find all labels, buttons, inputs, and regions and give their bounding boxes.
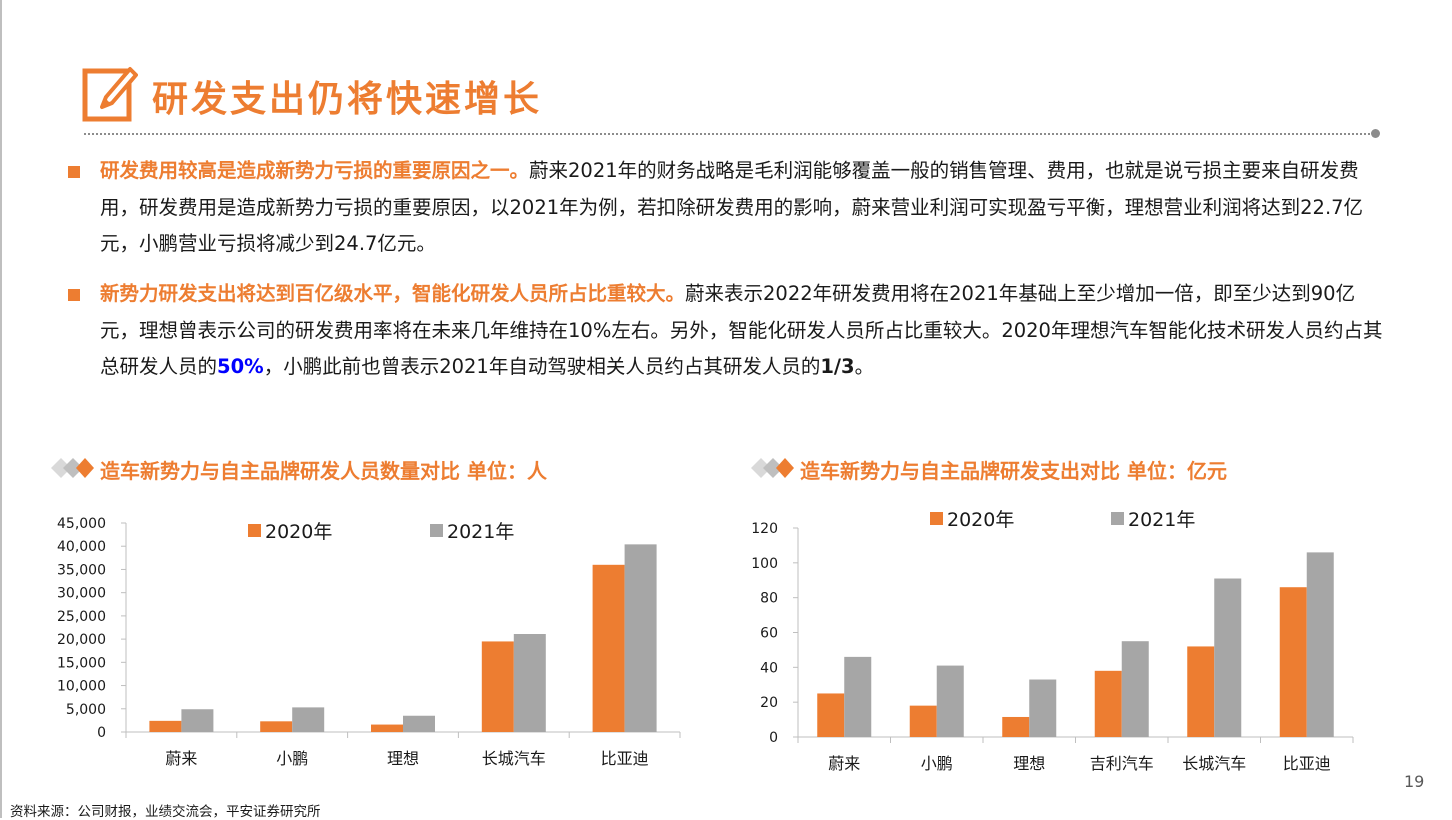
bar <box>817 693 845 737</box>
x-category-label: 蔚来 <box>828 754 860 773</box>
bar <box>292 707 325 732</box>
bar <box>260 721 293 732</box>
bullet-marker-1 <box>68 166 80 178</box>
bar <box>1214 578 1242 737</box>
bar <box>181 709 214 732</box>
y-tick-label: 15,000 <box>57 655 106 671</box>
x-category-label: 比亚迪 <box>601 749 649 768</box>
y-tick-label: 0 <box>769 730 778 746</box>
bullet-2-body-c: 。 <box>854 355 875 378</box>
left-edge-rule <box>0 0 2 818</box>
x-category-label: 长城汽车 <box>1182 754 1246 773</box>
x-category-label: 小鹏 <box>921 754 953 773</box>
y-tick-label: 60 <box>760 626 778 642</box>
y-tick-label: 10,000 <box>57 679 106 695</box>
legend-swatch <box>1111 512 1124 525</box>
chart-2-title-diamond-icon <box>751 458 794 478</box>
source-note: 资料来源：公司财报，业绩交流会，平安证券研究所 <box>10 804 321 820</box>
x-category-label: 理想 <box>1013 754 1045 773</box>
bullet-paragraph-1: 研发费用较高是造成新势力亏损的重要原因之一。蔚来2021年的财务战略是毛利润能够… <box>100 153 1390 263</box>
legend-swatch <box>430 524 443 537</box>
y-tick-label: 45,000 <box>57 516 106 532</box>
legend-label: 2021年 <box>447 521 514 543</box>
bar <box>1002 716 1030 737</box>
bar <box>403 715 435 732</box>
x-category-label: 蔚来 <box>165 749 197 768</box>
x-category-label: 长城汽车 <box>482 749 546 768</box>
bullet-marker-2 <box>68 289 80 301</box>
bar <box>1094 670 1122 737</box>
bar <box>1029 679 1057 737</box>
bullet-1-lead: 研发费用较高是造成新势力亏损的重要原因之一。 <box>100 159 530 182</box>
y-tick-label: 30,000 <box>57 586 106 602</box>
y-tick-label: 20,000 <box>57 632 106 648</box>
bullet-2-highlight: 50% <box>217 355 264 378</box>
title-divider <box>84 133 1374 135</box>
legend-swatch <box>248 524 261 537</box>
chart-1-title: 造车新势力与自主品牌研发人员数量对比 单位：人 <box>100 459 547 483</box>
x-category-label: 小鹏 <box>276 749 308 768</box>
bar <box>513 634 546 732</box>
rd-staff-bar-chart: 0 5,000 10,000 15,000 20,000 25,000 30,000 35,0… <box>57 516 681 768</box>
legend-swatch <box>930 512 943 525</box>
bar <box>1121 641 1149 737</box>
chart-2-title: 造车新势力与自主品牌研发支出对比 单位：亿元 <box>800 459 1227 483</box>
bar <box>371 724 403 732</box>
legend-label: 2020年 <box>265 521 332 543</box>
bar <box>844 656 872 737</box>
x-category-label: 比亚迪 <box>1283 754 1331 773</box>
bullet-2-lead: 新势力研发支出将达到百亿级水平，智能化研发人员所占比重较大。 <box>100 282 686 305</box>
bullet-2-body-b: ，小鹏此前也曾表示2021年自动驾驶相关人员约占其研发人员的 <box>263 355 821 378</box>
page-number: 19 <box>1404 772 1425 791</box>
y-tick-label: 0 <box>97 725 106 741</box>
rd-spending-bar-chart: 0 20 40 60 80 100 120 蔚来 小鹏 理想 吉利汽车 长城汽车 比亚迪 2020年 202… <box>751 509 1354 773</box>
edit-pencil-icon <box>82 67 138 122</box>
legend-label: 2021年 <box>1128 509 1195 531</box>
divider-end-dot <box>1371 129 1380 138</box>
y-tick-label: 40,000 <box>57 539 106 555</box>
bar <box>592 564 625 732</box>
y-tick-label: 80 <box>760 591 778 607</box>
bar <box>1306 552 1334 737</box>
y-tick-label: 120 <box>751 521 778 537</box>
bar <box>936 665 964 737</box>
bar <box>909 705 937 737</box>
y-tick-label: 100 <box>751 556 778 572</box>
y-tick-label: 40 <box>760 660 778 676</box>
page-title: 研发支出仍将快速增长 <box>152 78 543 120</box>
bar <box>149 720 182 732</box>
bullet-2-bold-end: 1/3 <box>820 355 855 378</box>
bullet-paragraph-2: 新势力研发支出将达到百亿级水平，智能化研发人员所占比重较大。蔚来表示2022年研… <box>100 276 1390 386</box>
x-category-label: 吉利汽车 <box>1090 754 1154 773</box>
legend-label: 2020年 <box>947 509 1014 531</box>
bullet-1-body: 蔚来2021年的财务战略是毛利润能够覆盖一般的销售管理、费用，也就是说亏损主要来… <box>100 159 1364 255</box>
bar <box>481 641 514 732</box>
bullet-2-body-a: 蔚来表示2022年研发费用将在2021年基础上至少增加一倍，即至少达到90亿元，… <box>100 282 1383 378</box>
x-category-label: 理想 <box>387 749 419 768</box>
y-tick-label: 25,000 <box>57 609 106 625</box>
y-tick-label: 20 <box>760 695 778 711</box>
y-tick-label: 35,000 <box>57 562 106 578</box>
chart-1-title-diamond-icon <box>51 458 94 478</box>
bar <box>1279 587 1307 737</box>
bar <box>1187 646 1215 737</box>
y-tick-label: 5,000 <box>66 702 106 718</box>
bar <box>624 544 657 732</box>
